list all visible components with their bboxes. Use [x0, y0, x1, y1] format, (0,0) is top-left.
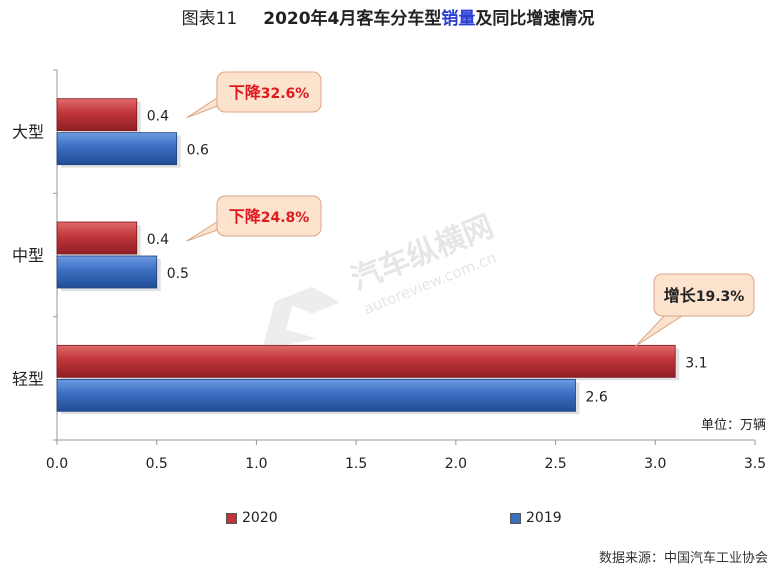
callout-value: 19.3% [696, 289, 745, 305]
legend-item-2019: 2019 [510, 510, 562, 526]
data-label: 2.6 [586, 389, 608, 405]
callout-value: 32.6% [261, 86, 310, 102]
callout-decline: 下降24.8% [186, 195, 322, 242]
title-highlight: 销量 [441, 9, 476, 29]
data-label: 0.4 [147, 109, 169, 125]
callout-text: 下降32.6% [229, 83, 310, 102]
source-note: 数据来源：中国汽车工业协会 [598, 551, 768, 566]
callout-text: 增长19.3% [664, 286, 745, 305]
callout-box [653, 273, 755, 317]
x-tick-label: 3.5 [744, 456, 766, 472]
callout-tail [634, 311, 690, 347]
legend-item-2020: 2020 [226, 510, 278, 526]
callout-growth: 增长19.3% [634, 273, 755, 347]
data-label: 0.6 [187, 143, 209, 159]
bar-2020 [56, 98, 138, 132]
x-tick-label: 1.0 [245, 456, 267, 472]
legend-label-2019: 2019 [526, 510, 562, 526]
bar-2020 [56, 221, 138, 255]
callout-value: 24.8% [261, 210, 310, 226]
x-tick-label: 2.5 [544, 456, 566, 472]
bar-2019 [56, 255, 158, 289]
category-label: 大型 [12, 123, 44, 142]
unit-label: 单位：万辆 [700, 418, 766, 433]
data-label: 3.1 [685, 355, 707, 371]
callout-box [216, 71, 322, 113]
callout-box [216, 195, 322, 237]
title-prefix: 2020年4月客车分车型 [263, 9, 442, 29]
data-label: 0.4 [147, 232, 169, 248]
callout-label: 增长 [664, 286, 697, 305]
callout-text: 下降24.8% [229, 207, 310, 226]
x-tick-label: 2.0 [445, 456, 467, 472]
callout-label: 下降 [229, 207, 262, 226]
bar-2019 [56, 378, 576, 412]
category-label: 中型 [12, 246, 44, 265]
x-tick-label: 0.0 [46, 456, 68, 472]
chart-title: 图表11 2020年4月客车分车型销量及同比增速情况 [0, 4, 776, 29]
category-label: 轻型 [12, 369, 44, 388]
figure-number: 图表11 [181, 9, 238, 29]
x-tick-label: 1.5 [345, 456, 367, 472]
watermark-logo-icon [262, 286, 340, 350]
legend-swatch-2019 [510, 512, 521, 524]
bar-2020 [56, 344, 676, 378]
legend-label-2020: 2020 [242, 510, 278, 526]
legend-swatch-2020 [226, 512, 237, 524]
x-tick-label: 3.0 [644, 456, 666, 472]
bar-2019 [56, 132, 178, 166]
x-tick-label: 0.5 [146, 456, 168, 472]
callout-decline: 下降32.6% [186, 71, 322, 119]
data-label: 0.5 [167, 266, 189, 282]
callout-label: 下降 [229, 83, 262, 102]
title-suffix: 及同比增速情况 [475, 9, 595, 29]
